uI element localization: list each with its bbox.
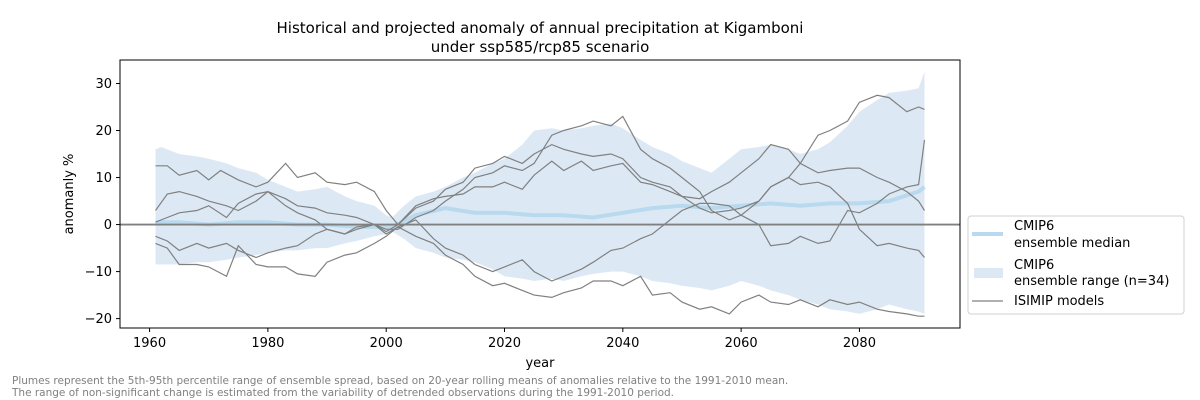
y-tick-label: 30 [95, 77, 112, 92]
y-tick-label: 10 [95, 171, 112, 186]
plot-frame [119, 59, 961, 329]
x-axis: 1960 1980 2000 2020 2040 2060 2080 [133, 328, 876, 351]
x-tick-label: 1980 [251, 336, 284, 351]
legend-median-label-2: ensemble median [1014, 236, 1130, 251]
x-tick-label: 2020 [488, 336, 521, 351]
footnote-line-2: The range of non-significant change is e… [12, 387, 674, 399]
isimip-model-line-5 [155, 226, 925, 317]
x-axis-label: year [525, 356, 555, 371]
legend-box [967, 215, 1185, 315]
x-tick-label: 2040 [606, 336, 639, 351]
x-tick-label: 1960 [133, 336, 166, 351]
y-tick-label: −10 [85, 265, 112, 280]
plot-area [120, 71, 960, 317]
y-axis-label: anomanly % [62, 154, 77, 235]
x-tick-label: 2060 [725, 336, 758, 351]
y-tick-label: 20 [95, 124, 112, 139]
x-tick-label: 2000 [370, 336, 403, 351]
x-tick-label: 2080 [843, 336, 876, 351]
legend-range-swatch [974, 268, 1003, 278]
y-tick-label: 0 [104, 218, 112, 233]
chart-subtitle: under ssp585/rcp85 scenario [431, 38, 650, 56]
footnote-line-1: Plumes represent the 5th-95th percentile… [12, 375, 789, 387]
y-axis: −20 −10 0 10 20 30 [85, 77, 120, 327]
y-tick-label: −20 [85, 312, 112, 327]
ensemble-range-area [155, 71, 925, 314]
legend: CMIP6 ensemble median CMIP6 ensemble ran… [967, 215, 1185, 315]
isimip-model-line-2 [155, 94, 925, 230]
legend-isimip-label: ISIMIP models [1014, 294, 1104, 309]
legend-median-label-1: CMIP6 [1014, 219, 1054, 234]
isimip-model-line-4 [155, 139, 926, 282]
isimip-model-line-3 [155, 160, 925, 258]
legend-range-label-1: CMIP6 [1014, 258, 1054, 273]
legend-range-label-2: ensemble range (n=34) [1014, 274, 1169, 289]
chart-title: Historical and projected anomaly of annu… [277, 19, 804, 37]
isimip-models-group [155, 94, 926, 317]
